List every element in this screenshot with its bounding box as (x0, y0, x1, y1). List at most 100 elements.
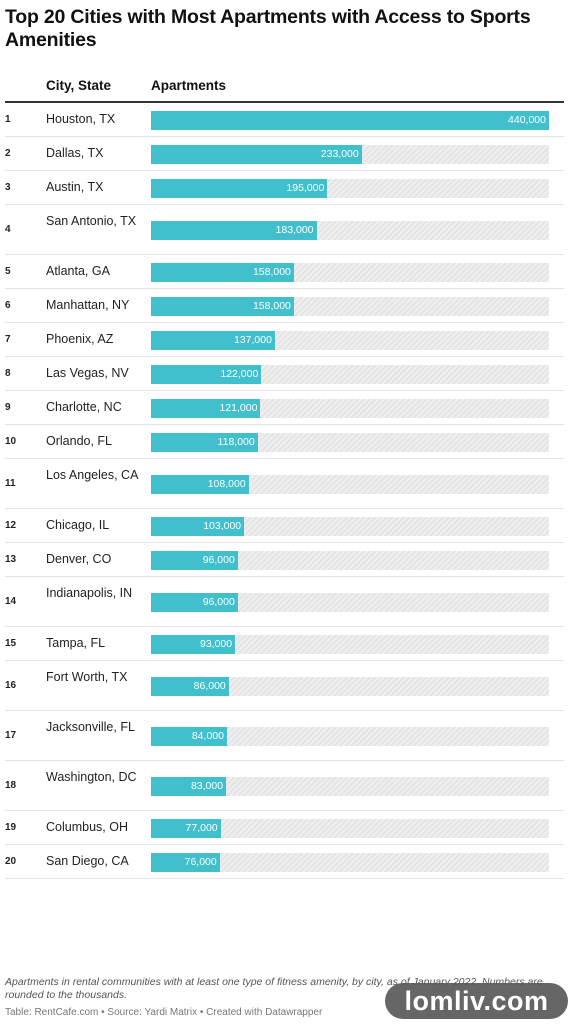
chart-source: Table: RentCafe.com • Source: Yardi Matr… (5, 1007, 323, 1018)
row-divider (5, 288, 564, 289)
row-city: Denver, CO (46, 552, 112, 566)
bar: 122,000 (151, 364, 262, 384)
bar-track: 122,000 (151, 364, 549, 384)
bar-value-label: 233,000 (320, 147, 359, 160)
table-row: 15 Tampa, FL 93,000 (5, 627, 564, 661)
bar-track: 83,000 (151, 776, 549, 796)
row-city: Indianapolis, IN (46, 586, 133, 600)
row-city: Jacksonville, FL (46, 720, 135, 734)
row-rank: 13 (5, 554, 17, 565)
table-row: 16 Fort Worth, TX 86,000 (5, 661, 564, 711)
bar-value-label: 108,000 (207, 477, 246, 490)
row-rank: 4 (5, 224, 11, 235)
row-rank: 8 (5, 368, 11, 379)
bar-track: 96,000 (151, 592, 549, 612)
row-rank: 12 (5, 520, 17, 531)
bar: 84,000 (151, 726, 227, 746)
bar-track: 76,000 (151, 852, 549, 872)
column-header-apartments: Apartments (151, 78, 227, 93)
row-divider (5, 878, 564, 879)
row-city: Orlando, FL (46, 434, 113, 448)
bar-value-label: 93,000 (199, 637, 233, 650)
bar: 137,000 (151, 330, 275, 350)
bar-value-label: 118,000 (217, 435, 255, 448)
bar-value-label: 77,000 (185, 821, 218, 834)
row-city: Las Vegas, NV (46, 366, 129, 380)
table-row: 18 Washington, DC 83,000 (5, 761, 564, 811)
row-divider (5, 844, 564, 845)
bar-value-label: 84,000 (191, 729, 224, 742)
row-city: Columbus, OH (46, 820, 128, 834)
bar: 108,000 (151, 474, 249, 494)
row-rank: 3 (5, 182, 11, 193)
bar-value-label: 96,000 (202, 553, 235, 566)
table-row: 19 Columbus, OH 77,000 (5, 811, 564, 845)
bar-track: 183,000 (151, 220, 549, 240)
row-rank: 19 (5, 822, 17, 833)
row-rank: 18 (5, 780, 17, 791)
row-divider (5, 508, 564, 509)
bar: 93,000 (151, 634, 236, 654)
bar-track: 121,000 (151, 398, 549, 418)
row-city: Manhattan, NY (46, 298, 130, 312)
row-rank: 14 (5, 596, 17, 607)
row-rank: 2 (5, 148, 11, 159)
bar-value-label: 86,000 (193, 679, 226, 692)
bar-value-label: 121,000 (219, 401, 258, 414)
row-rank: 1 (5, 114, 11, 125)
bar: 86,000 (151, 676, 229, 696)
bar-track: 233,000 (151, 144, 549, 164)
row-city: San Antonio, TX (46, 214, 137, 228)
row-city: Washington, DC (46, 770, 137, 784)
bar: 158,000 (151, 296, 294, 316)
bar-value-label: 96,000 (202, 595, 235, 608)
table-row: 12 Chicago, IL 103,000 (5, 509, 564, 543)
bar-value-label: 83,000 (190, 779, 224, 792)
row-divider (5, 356, 564, 357)
bar-track: 103,000 (151, 516, 549, 536)
bar-track: 440,000 (151, 110, 549, 130)
bar-track: 77,000 (151, 818, 549, 838)
chart-title: Top 20 Cities with Most Apartments with … (5, 6, 531, 51)
bar: 183,000 (151, 220, 317, 240)
bar: 76,000 (151, 852, 220, 872)
row-rank: 5 (5, 266, 11, 277)
row-city: Chicago, IL (46, 518, 110, 532)
row-divider (5, 322, 564, 323)
bar-track: 158,000 (151, 262, 549, 282)
bar: 83,000 (151, 776, 227, 796)
row-divider (5, 458, 564, 459)
row-city: San Diego, CA (46, 854, 129, 868)
bar-track: 108,000 (151, 474, 549, 494)
bar-track: 158,000 (151, 296, 549, 316)
row-rank: 10 (5, 436, 17, 447)
table-row: 3 Austin, TX 195,000 (5, 171, 564, 205)
bar-value-label: 122,000 (220, 367, 259, 380)
row-divider (5, 760, 564, 761)
row-divider (5, 626, 564, 627)
bar-value-label: 158,000 (252, 299, 291, 312)
row-rank: 17 (5, 730, 17, 741)
row-divider (5, 254, 564, 255)
row-city: Dallas, TX (46, 146, 104, 160)
bar: 96,000 (151, 550, 238, 570)
row-rank: 15 (5, 638, 17, 649)
row-city: Tampa, FL (46, 636, 106, 650)
table-row: 17 Jacksonville, FL 84,000 (5, 711, 564, 761)
row-divider (5, 710, 564, 711)
bar-value-label: 195,000 (286, 181, 325, 194)
table-row: 6 Manhattan, NY 158,000 (5, 289, 564, 323)
bar: 96,000 (151, 592, 238, 612)
bar-value-label: 76,000 (184, 855, 217, 868)
row-city: Charlotte, NC (46, 400, 122, 414)
row-city: Phoenix, AZ (46, 332, 114, 346)
row-city: Austin, TX (46, 180, 104, 194)
bar-track: 118,000 (151, 432, 549, 452)
table-row: 8 Las Vegas, NV 122,000 (5, 357, 564, 391)
row-city: Los Angeles, CA (46, 468, 139, 482)
row-divider (5, 390, 564, 391)
table-row: 13 Denver, CO 96,000 (5, 543, 564, 577)
row-divider (5, 136, 564, 137)
row-rank: 16 (5, 680, 17, 691)
